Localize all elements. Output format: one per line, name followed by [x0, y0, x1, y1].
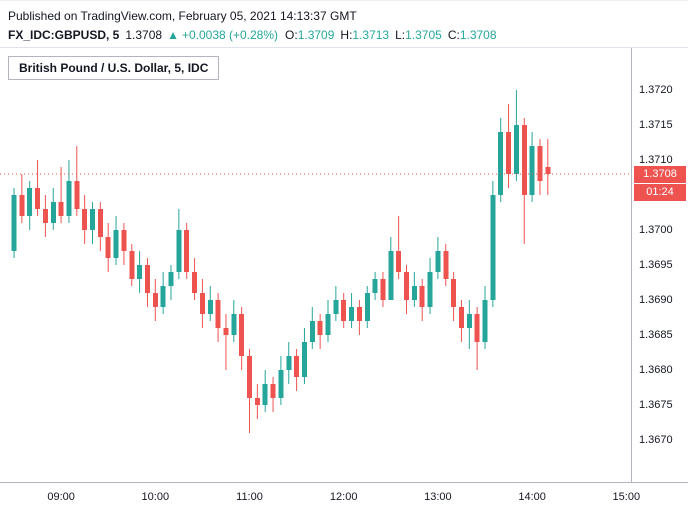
price-tick: 1.3690: [639, 294, 673, 306]
close-value: 1.3708: [459, 28, 497, 42]
open-value: 1.3709: [297, 28, 335, 42]
time-axis-labels: 09:00 10:00 11:00 12:00 13:00 14:00 15:00: [0, 483, 640, 516]
last-price-badge: 1.3708: [634, 165, 686, 183]
price-tick: 1.3710: [639, 154, 673, 166]
last-price: 1.3708: [125, 28, 163, 42]
price-tick: 1.3675: [639, 399, 673, 411]
close-label: C:: [447, 28, 460, 42]
time-tick: 10:00: [141, 491, 170, 503]
price-tick: 1.3685: [639, 329, 673, 341]
published-line: Published on TradingView.com, February 0…: [8, 9, 357, 23]
candlestick-plot[interactable]: [0, 48, 631, 482]
price-axis[interactable]: 1.3708 01:24 1.3720 1.3715 1.3710 1.3700 1.3…: [631, 48, 688, 482]
chart-area[interactable]: British Pound / U.S. Dollar, 5, IDC 1.37…: [0, 47, 688, 516]
open-label: O:: [285, 28, 298, 42]
time-tick: 12:00: [329, 491, 358, 503]
price-tick: 1.3695: [639, 259, 673, 271]
low-value: 1.3705: [405, 28, 442, 42]
time-tick: 09:00: [47, 491, 75, 503]
high-label: H:: [340, 28, 353, 42]
ohlc-high: H:1.3713: [340, 28, 389, 42]
time-axis[interactable]: 09:00 10:00 11:00 12:00 13:00 14:00 15:00: [0, 482, 688, 516]
symbol-name: FX_IDC:GBPUSD, 5: [8, 28, 120, 42]
time-tick: 15:00: [612, 491, 640, 503]
ohlc-low: L:1.3705: [395, 28, 442, 42]
price-change: +0.0038 (+0.28%): [181, 28, 279, 42]
price-tick: 1.3720: [639, 84, 673, 96]
price-tick: 1.3680: [639, 364, 673, 376]
time-tick: 13:00: [424, 491, 452, 503]
price-tick: 1.3670: [639, 434, 673, 446]
symbol-info-bar: FX_IDC:GBPUSD, 5 1.3708 ▲ +0.0038 (+0.28…: [0, 23, 688, 48]
time-tick: 14:00: [518, 491, 546, 503]
high-value: 1.3713: [352, 28, 390, 42]
ohlc-close: C:1.3708: [448, 28, 497, 42]
change-arrow-icon: ▲: [167, 28, 179, 42]
low-label: L:: [395, 28, 406, 42]
chart-legend: British Pound / U.S. Dollar, 5, IDC: [8, 56, 220, 80]
ohlc-open: O:1.3709: [285, 28, 334, 42]
price-tick: 1.3715: [639, 119, 673, 131]
bar-countdown-badge: 01:24: [634, 183, 686, 201]
price-tick: 1.3700: [639, 224, 673, 236]
time-tick: 11:00: [236, 491, 263, 503]
